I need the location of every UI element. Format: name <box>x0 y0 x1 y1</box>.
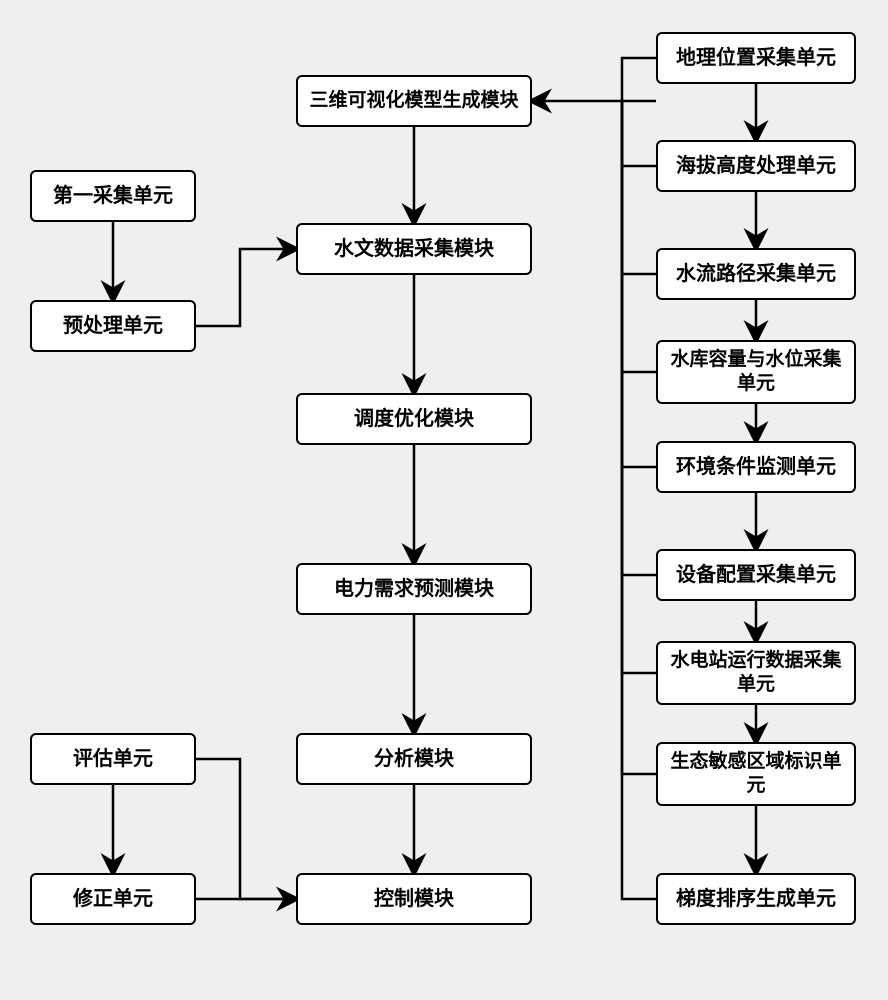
node-n_geo: 地理位置采集单元 <box>656 32 856 84</box>
edge-21 <box>622 101 656 274</box>
node-n_power: 电力需求预测模块 <box>296 563 532 615</box>
edge-20 <box>622 101 656 166</box>
edge-19 <box>622 58 656 101</box>
edge-25 <box>622 101 656 673</box>
edge-24 <box>622 101 656 575</box>
node-n_flow: 水流路径采集单元 <box>656 248 856 300</box>
edge-27 <box>622 101 656 899</box>
edge-8 <box>196 759 296 899</box>
node-n_grad: 梯度排序生成单元 <box>656 873 856 925</box>
node-n_alt: 海拔高度处理单元 <box>656 140 856 192</box>
node-n_hydro: 水文数据采集模块 <box>296 223 532 275</box>
node-n_analyze: 分析模块 <box>296 733 532 785</box>
node-n_3d: 三维可视化模型生成模块 <box>296 75 532 127</box>
node-n_fix: 修正单元 <box>30 873 196 925</box>
edge-6 <box>196 249 296 326</box>
node-n_eco: 生态敏感区域标识单元 <box>656 742 856 806</box>
node-n_control: 控制模块 <box>296 873 532 925</box>
edge-22 <box>622 101 656 372</box>
node-n_pre: 预处理单元 <box>30 300 196 352</box>
node-n_eval: 评估单元 <box>30 733 196 785</box>
node-n_res: 水库容量与水位采集单元 <box>656 340 856 404</box>
node-n_sched: 调度优化模块 <box>296 393 532 445</box>
node-n_env: 环境条件监测单元 <box>656 441 856 493</box>
node-n_hps: 水电站运行数据采集单元 <box>656 641 856 705</box>
edge-23 <box>622 101 656 467</box>
node-n_first: 第一采集单元 <box>30 170 196 222</box>
node-n_dev: 设备配置采集单元 <box>656 549 856 601</box>
